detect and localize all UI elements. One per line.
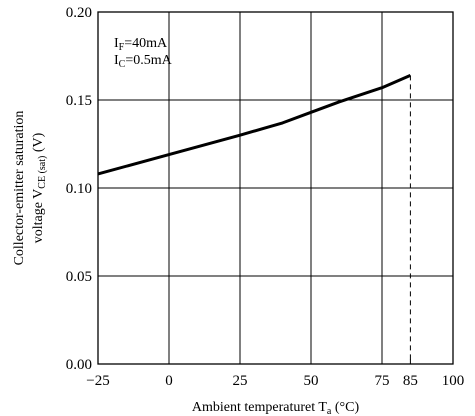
y-tick-label: 0.00 [66, 357, 92, 373]
annotation-if: IF=40mA [114, 36, 168, 53]
y-axis-title-sub: CE (sat) [37, 156, 48, 189]
annotation-if-sub: F [119, 42, 125, 53]
x-tick-label: 0 [165, 373, 173, 389]
y-tick-label: 0.10 [66, 181, 92, 197]
y-axis-title-unit: (V) [31, 132, 46, 155]
annotation-ic: IC=0.5mA [114, 53, 173, 70]
series-line [97, 74, 411, 176]
y-axis-title: Collector-emitter saturation voltage VCE… [12, 111, 48, 266]
y-tick-label: 0.20 [66, 5, 92, 21]
annotation-if-main: I [114, 36, 119, 51]
grid-layer [98, 12, 453, 364]
annotation-ic-rest: =0.5mA [125, 53, 172, 68]
series-layer [97, 74, 411, 364]
annotation-ic-sub: C [119, 59, 126, 70]
plot-frame [97, 11, 454, 365]
y-tick-label: 0.05 [66, 269, 92, 285]
x-axis-title: Ambient temperaturet Ta (°C) [192, 400, 360, 416]
y-axis-title-main: voltage V [31, 189, 46, 244]
x-tick-label: −25 [86, 373, 109, 389]
x-tick-label: 100 [442, 373, 465, 389]
label-layer: −25 0 25 50 75 85 100 0.00 0.05 0.10 0.15 0.20 [66, 5, 465, 389]
x-tick-label: 85 [403, 373, 418, 389]
x-tick-label: 25 [233, 373, 248, 389]
y-tick-label: 0.15 [66, 93, 92, 109]
x-axis-title-main: Ambient temperaturet T [192, 400, 327, 415]
y-axis-title-line2: voltage VCE (sat) (V) [31, 132, 48, 243]
annotation-ic-main: I [114, 53, 119, 68]
annotation-if-rest: =40mA [124, 36, 168, 51]
x-tick-label: 50 [304, 373, 319, 389]
x-axis-title-sub: a [327, 406, 332, 416]
y-axis-title-line1: Collector-emitter saturation [12, 111, 27, 266]
x-tick-label: 75 [375, 373, 390, 389]
x-axis-title-unit: (°C) [331, 400, 359, 415]
